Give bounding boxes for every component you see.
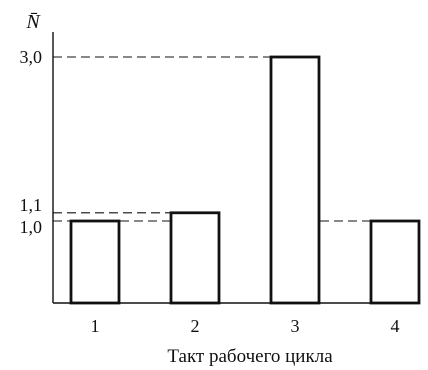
y-tick-label: 3,0 bbox=[20, 47, 43, 67]
y-axis-ticks: 1,01,1 3,0 bbox=[20, 47, 43, 237]
y-axis-title: N̄ bbox=[25, 11, 41, 33]
bar-2 bbox=[169, 211, 221, 305]
x-tick-label: 2 bbox=[191, 316, 200, 336]
bars-group bbox=[69, 55, 421, 305]
axes-group bbox=[52, 32, 420, 304]
x-axis-ticks: 1 2 3 4 bbox=[91, 316, 400, 336]
reference-lines bbox=[53, 56, 370, 222]
x-axis-title: Такт рабочего цикла bbox=[167, 346, 333, 367]
x-tick-label: 3 bbox=[291, 316, 300, 336]
x-tick-label: 4 bbox=[391, 316, 400, 336]
bar-3 bbox=[269, 55, 321, 305]
x-tick-label: 1 bbox=[91, 316, 100, 336]
y-tick-label: 1,0 bbox=[20, 217, 43, 237]
bar-1 bbox=[69, 219, 121, 305]
bar-4 bbox=[369, 219, 421, 305]
y-tick-label: 1,1 bbox=[20, 195, 43, 215]
